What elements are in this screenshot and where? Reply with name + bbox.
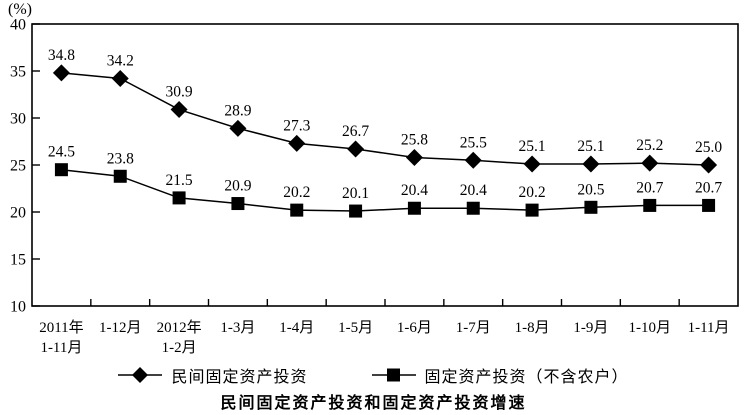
data-label: 20.5 — [577, 181, 604, 198]
square-marker — [584, 200, 598, 214]
data-label: 20.1 — [342, 185, 369, 202]
data-label: 25.1 — [519, 138, 546, 155]
data-label: 20.2 — [283, 184, 310, 201]
data-label: 34.8 — [48, 47, 75, 64]
y-axis: 10 15 20 25 30 35 40 — [10, 17, 40, 316]
x-category-label: 1-9月 — [573, 320, 608, 336]
data-label: 34.2 — [107, 53, 134, 70]
x-category-label: 1-7月 — [456, 320, 491, 336]
x-category-label: 1-12月 — [99, 320, 142, 336]
series-line — [61, 168, 709, 212]
data-label: 20.4 — [460, 182, 487, 199]
diamond-marker — [641, 154, 659, 172]
diamond-marker — [523, 155, 541, 173]
data-label: 24.5 — [48, 144, 75, 161]
diamond-marker — [170, 101, 188, 119]
y-tick-label: 10 — [10, 299, 26, 316]
data-label: 20.7 — [695, 179, 722, 196]
x-axis: 2011年 1-11月 1-12月 2012年 1-2月 1-3月 1-4月 1-5月 1-6月… — [39, 299, 730, 356]
square-marker — [54, 163, 68, 177]
diamond-series-marker-icon — [118, 367, 163, 383]
square-series-marker-icon — [371, 368, 416, 382]
diamond-marker — [582, 155, 600, 173]
data-label: 20.9 — [224, 178, 251, 195]
x-category-label: 1-5月 — [338, 320, 373, 336]
data-label: 25.2 — [636, 137, 663, 154]
square-marker — [525, 203, 539, 217]
legend-item-private-investment: 民间固定资产投资 — [118, 363, 307, 387]
x-category-label: 2011年 — [39, 319, 83, 336]
square-marker — [407, 201, 421, 215]
diamond-marker — [405, 148, 423, 166]
y-tick-label: 25 — [10, 158, 26, 175]
series-private-investment: 34.8 34.2 30.9 28.9 27.3 26.7 25.8 25.5 25.1 25.1… — [48, 47, 722, 174]
x-category-label: 1-3月 — [220, 320, 255, 336]
diamond-marker — [52, 64, 70, 82]
data-label: 28.9 — [224, 102, 251, 119]
data-label: 25.0 — [695, 139, 722, 156]
x-category-label: 1-4月 — [279, 320, 314, 336]
data-label: 25.8 — [401, 131, 428, 148]
y-tick-label: 35 — [10, 64, 26, 81]
data-label: 25.5 — [460, 134, 487, 151]
square-marker — [643, 198, 657, 212]
x-category-label: 1-11月 — [40, 340, 82, 356]
x-category-label: 1-10月 — [629, 320, 672, 336]
data-label: 20.4 — [401, 182, 428, 199]
chart-legend: 民间固定资产投资 固定资产投资（不含农户） — [0, 364, 747, 386]
data-label: 23.8 — [107, 150, 134, 167]
diamond-marker — [347, 140, 365, 158]
data-label: 25.1 — [577, 138, 604, 155]
x-category-label: 1-6月 — [397, 320, 432, 336]
y-tick-label: 40 — [10, 17, 26, 34]
data-label: 21.5 — [166, 172, 193, 189]
legend-label-private-investment: 民间固定资产投资 — [171, 369, 308, 386]
square-marker — [113, 169, 127, 183]
x-category-label: 1-11月 — [688, 320, 730, 336]
data-label: 30.9 — [166, 84, 193, 101]
series-line — [61, 72, 709, 166]
legend-label-fixed-investment: 固定资产投资（不含农户） — [424, 369, 629, 386]
line-chart-plot-area: 10 15 20 25 30 35 40 2011年 1-11月 1-12月 2012年 1-2月 1-… — [10, 17, 739, 356]
chart-title: 民间固定资产投资和固定资产投资增速 — [220, 395, 527, 412]
plot-border — [31, 23, 739, 307]
data-label: 20.7 — [636, 179, 663, 196]
square-marker — [290, 203, 304, 217]
diamond-marker — [229, 119, 247, 137]
diamond-marker — [700, 156, 718, 174]
y-tick-label: 15 — [10, 252, 26, 269]
data-label: 20.2 — [519, 184, 546, 201]
x-category-label: 1-8月 — [515, 320, 550, 336]
diamond-marker — [111, 70, 129, 88]
diamond-marker — [464, 151, 482, 169]
square-marker — [466, 201, 480, 215]
y-tick-label: 30 — [10, 111, 26, 128]
legend-item-fixed-investment: 固定资产投资（不含农户） — [371, 363, 629, 387]
x-category-label: 2012年 — [157, 319, 202, 336]
y-tick-label: 20 — [10, 205, 26, 222]
square-marker — [231, 197, 245, 211]
data-label: 27.3 — [283, 117, 310, 134]
data-label: 26.7 — [342, 123, 369, 140]
y-axis-unit-label: (%) — [8, 1, 32, 18]
square-marker — [349, 204, 363, 218]
square-marker — [172, 191, 186, 205]
series-fixed-investment: 24.5 23.8 21.5 20.9 20.2 20.1 20.4 20.4 20.2 20.5… — [48, 144, 722, 218]
x-category-label: 1-2月 — [162, 340, 197, 356]
diamond-marker — [288, 134, 306, 152]
square-marker — [702, 198, 716, 212]
